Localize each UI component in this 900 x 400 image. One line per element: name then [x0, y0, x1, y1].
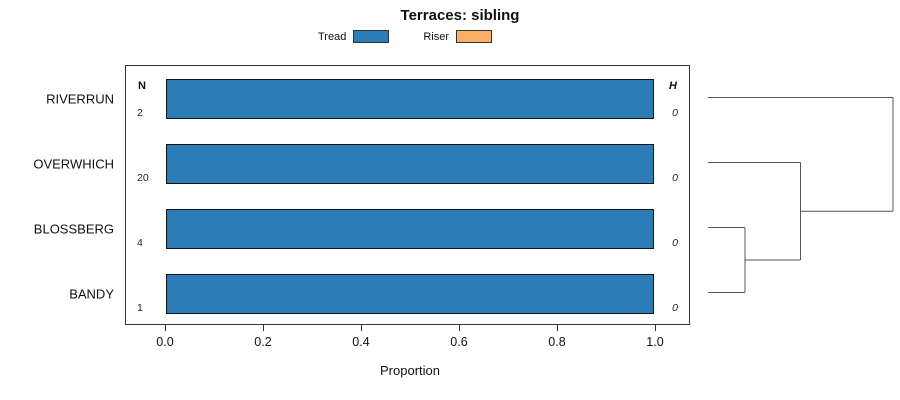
x-tick-label: 0.0	[156, 335, 174, 349]
bar-row: RIVERRUN 2 0	[46, 66, 689, 131]
x-tick-label: 0.2	[254, 335, 272, 349]
category-label: BANDY	[69, 286, 114, 301]
bar-slot	[166, 274, 654, 314]
h-value: 0	[672, 237, 678, 249]
h-column-header: H	[669, 80, 677, 92]
x-tick-label: 0.8	[548, 335, 566, 349]
bar-slot	[166, 209, 654, 249]
legend-item-riser: Riser	[423, 30, 492, 43]
legend-label-tread: Tread	[318, 30, 347, 43]
h-value: 0	[672, 107, 678, 119]
plot-area: N H RIVERRUN 2 0 OVERWHICH 20 0 BLOSSBER…	[33, 65, 690, 326]
h-value: 0	[672, 172, 678, 184]
chart-title: Terraces: sibling	[400, 7, 520, 24]
x-axis: 0.0 0.2 0.4 0.6 0.8 1.0	[125, 325, 690, 375]
tread-bar	[166, 79, 654, 119]
x-tick-label: 0.4	[352, 335, 370, 349]
category-label: OVERWHICH	[33, 156, 114, 171]
x-tick	[557, 325, 558, 331]
legend-item-tread: Tread	[318, 30, 390, 43]
n-column-header: N	[138, 80, 146, 92]
x-tick	[459, 325, 460, 331]
category-label: BLOSSBERG	[33, 221, 114, 236]
n-value: 20	[137, 172, 149, 184]
n-value: 2	[137, 107, 143, 119]
bar-slot	[166, 79, 654, 119]
riser-swatch	[456, 30, 492, 43]
bar-row: BANDY 1 0	[69, 261, 689, 326]
bar-row: OVERWHICH 20 0	[33, 131, 689, 196]
category-label: RIVERRUN	[46, 91, 114, 106]
tread-swatch	[353, 30, 390, 43]
bar-slot	[166, 144, 654, 184]
x-tick	[655, 325, 656, 331]
n-value: 4	[137, 237, 143, 249]
tread-bar	[166, 274, 654, 314]
x-axis-title: Proportion	[380, 363, 440, 378]
x-tick-label: 0.6	[450, 335, 468, 349]
x-tick	[165, 325, 166, 331]
n-value: 1	[137, 302, 143, 314]
x-tick	[361, 325, 362, 331]
legend-label-riser: Riser	[423, 30, 449, 43]
x-tick-label: 1.0	[646, 335, 664, 349]
bar-row: BLOSSBERG 4 0	[34, 196, 689, 261]
h-value: 0	[672, 302, 678, 314]
legend: Tread Riser	[55, 30, 755, 43]
tread-bar	[166, 209, 654, 249]
tread-bar	[166, 144, 654, 184]
x-tick	[263, 325, 264, 331]
